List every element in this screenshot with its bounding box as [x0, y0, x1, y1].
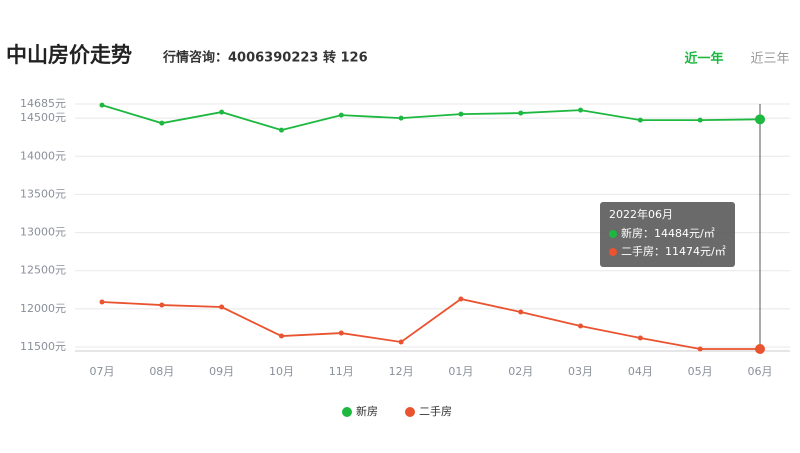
page-title: 中山房价走势 [6, 43, 132, 67]
x-tick-label: 09月 [209, 365, 234, 378]
tooltip-item: 二手房：11474元/㎡ [621, 244, 726, 258]
point [518, 110, 524, 116]
y-tick-label: 13500元 [20, 187, 66, 200]
point [755, 114, 765, 125]
y-tick-label: 11500元 [20, 340, 66, 353]
tooltip-title: 2022年06月 [609, 207, 673, 221]
point [99, 102, 105, 108]
point [219, 304, 225, 310]
point [159, 302, 165, 308]
point [518, 309, 524, 315]
point [278, 127, 284, 133]
x-tick-label: 12月 [389, 365, 414, 378]
y-tick-label: 14500元 [20, 111, 66, 124]
x-tick-label: 02月 [508, 365, 533, 378]
point [398, 339, 404, 345]
series-line [101, 298, 760, 350]
legend-label: 新房 [356, 404, 378, 418]
x-tick-label: 05月 [688, 365, 713, 378]
x-tick-label: 10月 [269, 365, 294, 378]
point [398, 115, 404, 121]
x-tick-label: 04月 [628, 365, 653, 378]
point [338, 330, 344, 336]
y-tick-label: 14685元 [20, 97, 66, 110]
point [219, 109, 225, 115]
y-tick-label: 14000元 [20, 149, 66, 162]
tooltip-marker [609, 248, 617, 256]
x-tick-label: 01月 [448, 365, 473, 378]
point [338, 112, 344, 118]
x-tick-label: 03月 [568, 365, 593, 378]
point [99, 299, 105, 305]
point [637, 117, 643, 123]
point [578, 107, 584, 113]
point [578, 323, 584, 329]
series-line [101, 104, 761, 132]
point [697, 117, 703, 123]
point [159, 120, 165, 126]
y-tick-label: 13000元 [20, 226, 66, 239]
tooltip-marker [609, 230, 617, 238]
legend-marker [342, 407, 352, 417]
tab[interactable]: 近三年 [750, 52, 789, 67]
point [637, 335, 643, 341]
legend-label: 二手房 [419, 404, 452, 418]
point [278, 333, 284, 339]
y-tick-label: 12000元 [20, 302, 66, 315]
point [697, 346, 703, 352]
y-tick-label: 12500元 [20, 264, 66, 277]
subtitle: 行情咨询：4006390223 转 126 [162, 50, 368, 66]
x-tick-label: 11月 [329, 365, 354, 378]
legend-marker [405, 407, 415, 417]
tab-active[interactable]: 近一年 [684, 51, 723, 67]
tooltip-item: 新房：14484元/㎡ [621, 226, 715, 240]
x-tick-label: 06月 [748, 365, 773, 378]
x-tick-label: 08月 [149, 365, 174, 378]
x-tick-label: 07月 [90, 365, 115, 378]
point [458, 296, 464, 302]
point [755, 344, 765, 354]
tooltip [600, 202, 735, 267]
point [458, 111, 464, 117]
